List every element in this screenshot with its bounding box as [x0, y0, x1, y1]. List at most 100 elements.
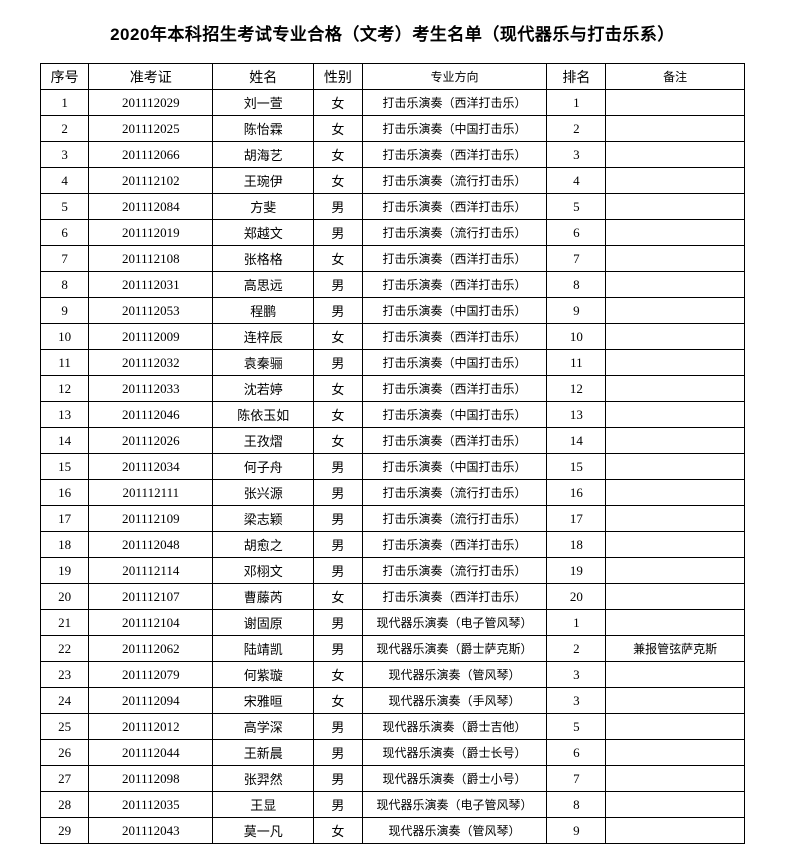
cell-seq: 4 [41, 168, 89, 194]
cell-name: 张羿然 [213, 766, 314, 792]
cell-major: 打击乐演奏（流行打击乐） [362, 168, 547, 194]
cell-note [606, 402, 745, 428]
table-header-row: 序号 准考证 姓名 性别 专业方向 排名 备注 [41, 64, 745, 90]
cell-gender: 女 [314, 168, 362, 194]
cell-major: 打击乐演奏（中国打击乐） [362, 454, 547, 480]
cell-rank: 9 [547, 818, 606, 844]
cell-major: 打击乐演奏（西洋打击乐） [362, 246, 547, 272]
cell-name: 胡愈之 [213, 532, 314, 558]
cell-rank: 16 [547, 480, 606, 506]
cell-name: 张兴源 [213, 480, 314, 506]
cell-rank: 7 [547, 246, 606, 272]
page-title: 2020年本科招生考试专业合格（文考）考生名单（现代器乐与打击乐系） [40, 20, 745, 45]
cell-seq: 1 [41, 90, 89, 116]
cell-id: 201112066 [89, 142, 213, 168]
cell-name: 梁志颖 [213, 506, 314, 532]
cell-major: 打击乐演奏（中国打击乐） [362, 350, 547, 376]
table-row: 15201112034何子舟男打击乐演奏（中国打击乐）15 [41, 454, 745, 480]
cell-note [606, 610, 745, 636]
table-row: 17201112109梁志颖男打击乐演奏（流行打击乐）17 [41, 506, 745, 532]
cell-gender: 女 [314, 402, 362, 428]
cell-id: 201112026 [89, 428, 213, 454]
cell-gender: 男 [314, 298, 362, 324]
cell-name: 王新晨 [213, 740, 314, 766]
cell-seq: 16 [41, 480, 89, 506]
cell-rank: 3 [547, 688, 606, 714]
cell-rank: 6 [547, 220, 606, 246]
cell-note [606, 116, 745, 142]
cell-seq: 28 [41, 792, 89, 818]
cell-rank: 1 [547, 90, 606, 116]
cell-seq: 11 [41, 350, 89, 376]
cell-gender: 男 [314, 792, 362, 818]
cell-gender: 女 [314, 246, 362, 272]
cell-note [606, 818, 745, 844]
table-row: 21201112104谢固原男现代器乐演奏（电子管风琴）1 [41, 610, 745, 636]
cell-seq: 7 [41, 246, 89, 272]
cell-seq: 8 [41, 272, 89, 298]
col-header-seq: 序号 [41, 64, 89, 90]
table-row: 18201112048胡愈之男打击乐演奏（西洋打击乐）18 [41, 532, 745, 558]
cell-rank: 6 [547, 740, 606, 766]
cell-id: 201112025 [89, 116, 213, 142]
cell-rank: 19 [547, 558, 606, 584]
cell-seq: 12 [41, 376, 89, 402]
cell-rank: 5 [547, 714, 606, 740]
cell-gender: 男 [314, 766, 362, 792]
cell-major: 现代器乐演奏（管风琴） [362, 662, 547, 688]
cell-seq: 18 [41, 532, 89, 558]
cell-name: 宋雅晅 [213, 688, 314, 714]
cell-id: 201112029 [89, 90, 213, 116]
cell-name: 程鹏 [213, 298, 314, 324]
table-row: 1201112029刘一萱女打击乐演奏（西洋打击乐）1 [41, 90, 745, 116]
cell-seq: 19 [41, 558, 89, 584]
cell-rank: 20 [547, 584, 606, 610]
cell-gender: 男 [314, 636, 362, 662]
cell-note [606, 428, 745, 454]
cell-id: 201112098 [89, 766, 213, 792]
cell-note [606, 350, 745, 376]
cell-id: 201112031 [89, 272, 213, 298]
cell-rank: 10 [547, 324, 606, 350]
table-row: 24201112094宋雅晅女现代器乐演奏（手风琴）3 [41, 688, 745, 714]
cell-id: 201112107 [89, 584, 213, 610]
cell-seq: 2 [41, 116, 89, 142]
cell-major: 现代器乐演奏（管风琴） [362, 818, 547, 844]
cell-name: 刘一萱 [213, 90, 314, 116]
cell-rank: 3 [547, 142, 606, 168]
cell-major: 打击乐演奏（西洋打击乐） [362, 324, 547, 350]
cell-rank: 11 [547, 350, 606, 376]
cell-note: 兼报管弦萨克斯 [606, 636, 745, 662]
cell-name: 王孜熠 [213, 428, 314, 454]
cell-seq: 25 [41, 714, 89, 740]
cell-seq: 29 [41, 818, 89, 844]
cell-name: 袁秦骊 [213, 350, 314, 376]
cell-note [606, 506, 745, 532]
cell-major: 现代器乐演奏（爵士萨克斯） [362, 636, 547, 662]
table-row: 29201112043莫一凡女现代器乐演奏（管风琴）9 [41, 818, 745, 844]
cell-major: 打击乐演奏（西洋打击乐） [362, 272, 547, 298]
table-row: 7201112108张格格女打击乐演奏（西洋打击乐）7 [41, 246, 745, 272]
cell-seq: 24 [41, 688, 89, 714]
cell-seq: 27 [41, 766, 89, 792]
cell-note [606, 480, 745, 506]
cell-major: 现代器乐演奏（爵士吉他） [362, 714, 547, 740]
col-header-rank: 排名 [547, 64, 606, 90]
cell-rank: 18 [547, 532, 606, 558]
table-row: 9201112053程鹏男打击乐演奏（中国打击乐）9 [41, 298, 745, 324]
cell-gender: 男 [314, 480, 362, 506]
table-row: 26201112044王新晨男现代器乐演奏（爵士长号）6 [41, 740, 745, 766]
cell-note [606, 90, 745, 116]
cell-gender: 男 [314, 350, 362, 376]
table-row: 22201112062陆靖凯男现代器乐演奏（爵士萨克斯）2兼报管弦萨克斯 [41, 636, 745, 662]
cell-major: 现代器乐演奏（电子管风琴） [362, 610, 547, 636]
table-row: 10201112009连梓辰女打击乐演奏（西洋打击乐）10 [41, 324, 745, 350]
cell-note [606, 584, 745, 610]
cell-id: 201112102 [89, 168, 213, 194]
cell-gender: 男 [314, 272, 362, 298]
cell-id: 201112043 [89, 818, 213, 844]
cell-note [606, 142, 745, 168]
cell-major: 打击乐演奏（西洋打击乐） [362, 142, 547, 168]
table-body: 1201112029刘一萱女打击乐演奏（西洋打击乐）12201112025陈怡霖… [41, 90, 745, 844]
table-row: 20201112107曹藤芮女打击乐演奏（西洋打击乐）20 [41, 584, 745, 610]
